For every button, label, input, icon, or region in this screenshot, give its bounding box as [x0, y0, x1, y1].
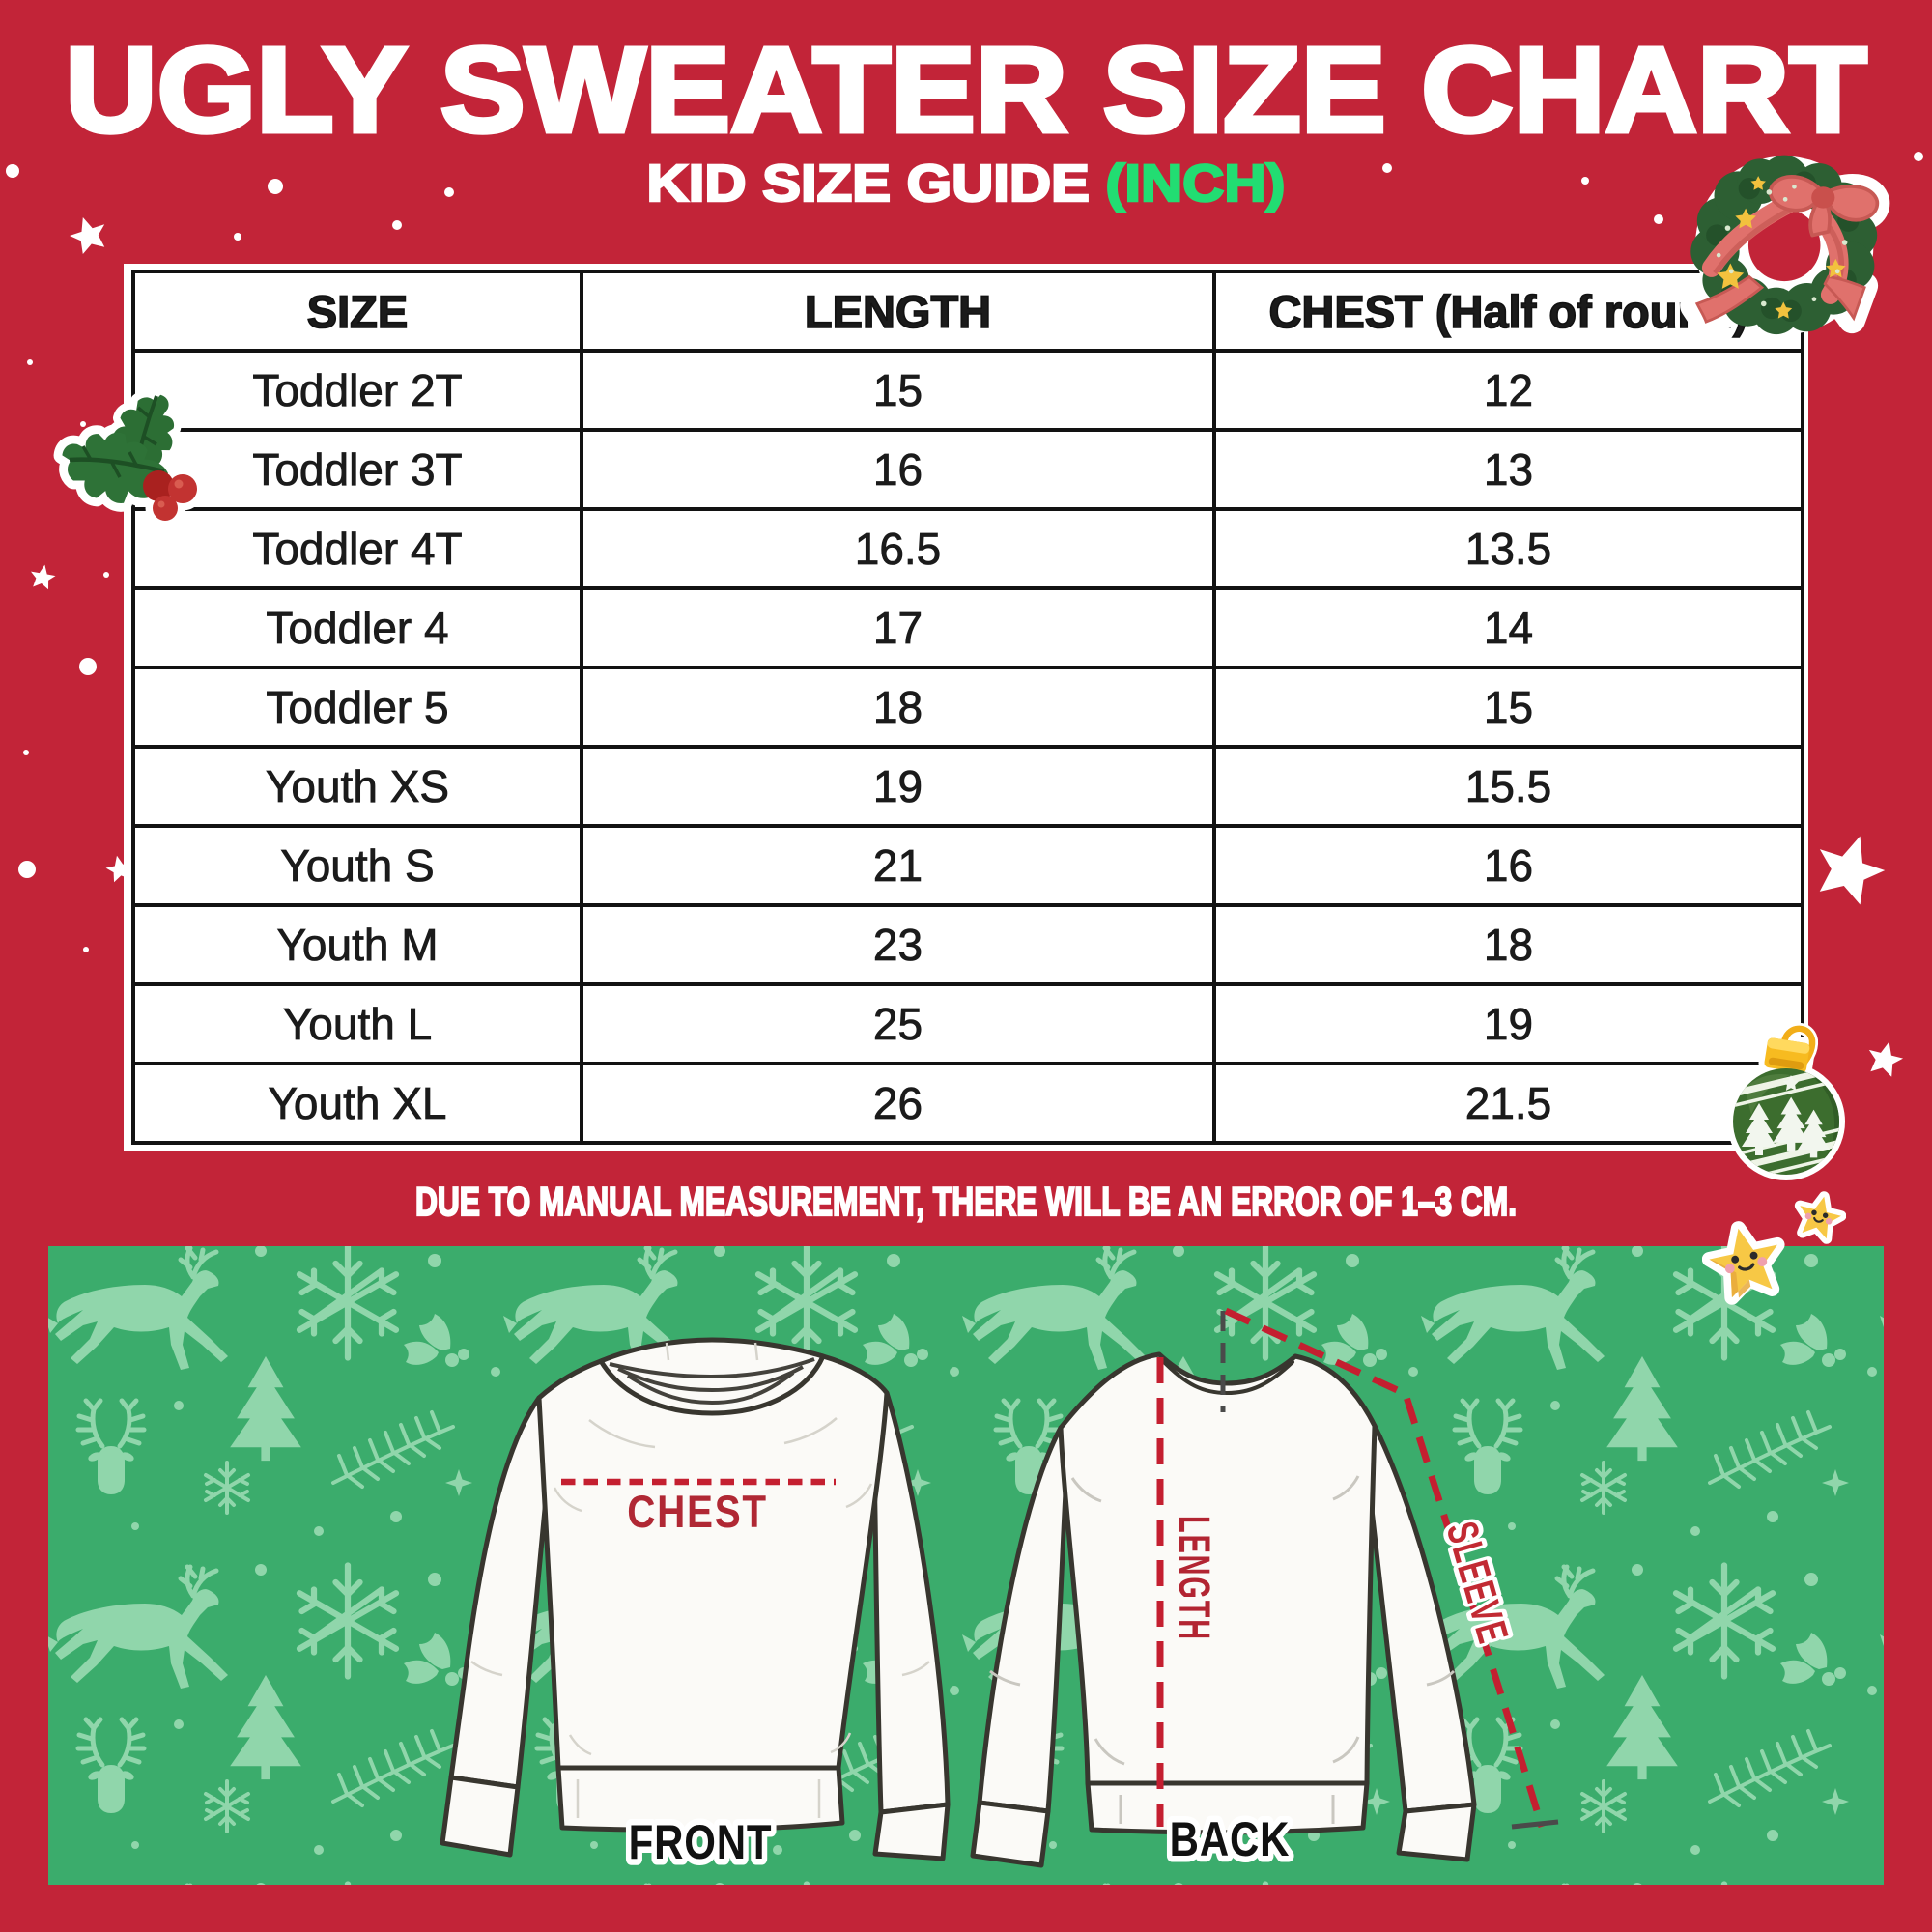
svg-text:CHEST: CHEST: [627, 1487, 768, 1538]
svg-text:BACK: BACK: [1170, 1812, 1291, 1866]
svg-text:FRONT: FRONT: [629, 1815, 773, 1869]
svg-text:LENGTH: LENGTH: [1169, 1516, 1217, 1641]
svg-text:BACK: BACK: [1170, 1812, 1291, 1866]
svg-text:FRONT: FRONT: [629, 1815, 773, 1869]
